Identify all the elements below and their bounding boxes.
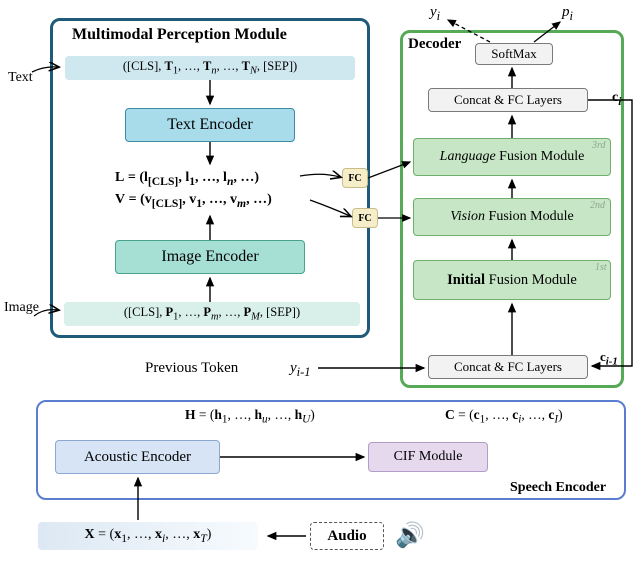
h-equation: H = (h1, …, hu, …, hU) [185,407,315,426]
image-seq-content: ([CLS], P1, …, Pm, …, PM, [SEP]) [124,305,300,323]
image-label: Image [4,300,39,316]
text-encoder: Text Encoder [125,108,295,142]
text-sequence: ([CLS], T1, …, Tn, …, TN, [SEP]) [65,56,355,80]
concat-bot: Concat & FC Layers [428,355,588,379]
speech-title: Speech Encoder [510,480,606,496]
text-label: Text [8,70,33,86]
v-equation: V = (v[CLS], v1, …, vm, …) [115,192,272,210]
language-fusion: Language Fusion Module [413,138,611,176]
audio-box: Audio [310,522,384,550]
lang-fusion-label: Language Fusion Module [440,149,585,165]
previous-token-label: Previous Token [145,360,238,377]
fc-top: FC [342,168,368,188]
audio-icon: 🔊 [395,521,425,550]
perception-title: Multimodal Perception Module [72,26,287,44]
l-equation: L = (l[CLS], l1, …, ln, …) [115,170,259,188]
lang-fusion-order: 3rd [592,140,606,151]
vision-fusion-label: Vision Fusion Module [450,209,573,225]
p-out: pi [562,4,573,24]
image-encoder: Image Encoder [115,240,305,274]
decoder-title: Decoder [408,36,461,53]
fc-bot: FC [352,208,378,228]
initial-fusion: Initial Fusion Module [413,260,611,300]
x-sequence: X = (x1, …, xi, …, xT) [38,522,258,550]
image-sequence: ([CLS], P1, …, Pm, …, PM, [SEP]) [64,302,360,326]
vision-fusion-order: 2nd [590,200,605,211]
acoustic-encoder: Acoustic Encoder [55,440,220,474]
text-seq-content: ([CLS], T1, …, Tn, …, TN, [SEP]) [123,59,297,77]
initial-fusion-order: 1st [595,262,607,273]
y-im1: yi-1 [290,360,311,380]
y-out: yi [430,4,440,24]
initial-fusion-label: Initial Fusion Module [447,272,577,289]
x-seq-content: X = (x1, …, xi, …, xT) [85,527,212,545]
c-i: ci [612,90,621,108]
concat-top: Concat & FC Layers [428,88,588,112]
vision-fusion: Vision Fusion Module [413,198,611,236]
cif-module: CIF Module [368,442,488,472]
c-im1: ci-1 [600,349,618,368]
c-equation: C = (c1, …, ci, …, cI) [445,407,563,426]
softmax: SoftMax [475,43,553,65]
